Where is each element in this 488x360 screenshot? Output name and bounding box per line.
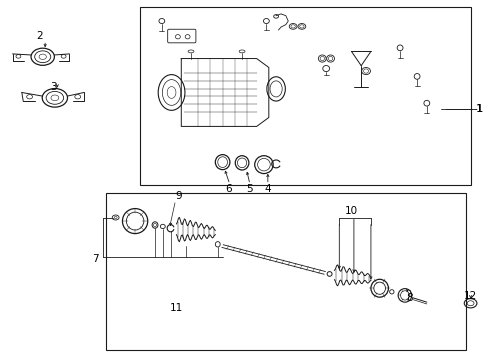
Text: 10: 10 [344,206,357,216]
Text: 4: 4 [264,184,271,194]
Text: 5: 5 [245,184,252,194]
Text: -1: -1 [472,104,483,113]
Bar [106,193,465,350]
Text: 3: 3 [50,82,57,93]
Text: 11: 11 [169,303,183,313]
Text: 12: 12 [463,291,476,301]
Text: 8: 8 [406,293,412,303]
Text: 9: 9 [175,192,182,202]
Text: 2: 2 [36,31,42,41]
Text: 7: 7 [92,253,99,264]
Bar [140,7,469,185]
Text: 6: 6 [225,184,232,194]
Text: 1: 1 [474,104,481,113]
